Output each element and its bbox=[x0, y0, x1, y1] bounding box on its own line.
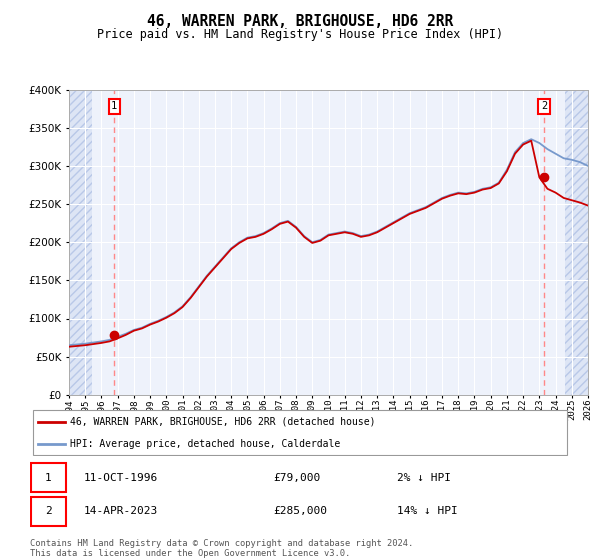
Text: HPI: Average price, detached house, Calderdale: HPI: Average price, detached house, Cald… bbox=[71, 438, 341, 449]
FancyBboxPatch shape bbox=[31, 463, 66, 492]
FancyBboxPatch shape bbox=[33, 410, 568, 455]
Bar bbox=[565, 90, 588, 395]
Text: 2: 2 bbox=[45, 506, 52, 516]
Text: 11-OCT-1996: 11-OCT-1996 bbox=[84, 473, 158, 483]
Text: 14% ↓ HPI: 14% ↓ HPI bbox=[397, 506, 458, 516]
Text: 46, WARREN PARK, BRIGHOUSE, HD6 2RR: 46, WARREN PARK, BRIGHOUSE, HD6 2RR bbox=[147, 14, 453, 29]
Bar bbox=[69, 90, 92, 395]
Text: 14-APR-2023: 14-APR-2023 bbox=[84, 506, 158, 516]
Text: 2% ↓ HPI: 2% ↓ HPI bbox=[397, 473, 451, 483]
Text: Contains HM Land Registry data © Crown copyright and database right 2024.
This d: Contains HM Land Registry data © Crown c… bbox=[30, 539, 413, 558]
Text: £79,000: £79,000 bbox=[273, 473, 320, 483]
Text: 46, WARREN PARK, BRIGHOUSE, HD6 2RR (detached house): 46, WARREN PARK, BRIGHOUSE, HD6 2RR (det… bbox=[71, 417, 376, 427]
Text: 1: 1 bbox=[111, 101, 118, 111]
FancyBboxPatch shape bbox=[31, 497, 66, 526]
Text: Price paid vs. HM Land Registry's House Price Index (HPI): Price paid vs. HM Land Registry's House … bbox=[97, 28, 503, 41]
Text: 1: 1 bbox=[45, 473, 52, 483]
Text: 2: 2 bbox=[541, 101, 547, 111]
Text: £285,000: £285,000 bbox=[273, 506, 327, 516]
